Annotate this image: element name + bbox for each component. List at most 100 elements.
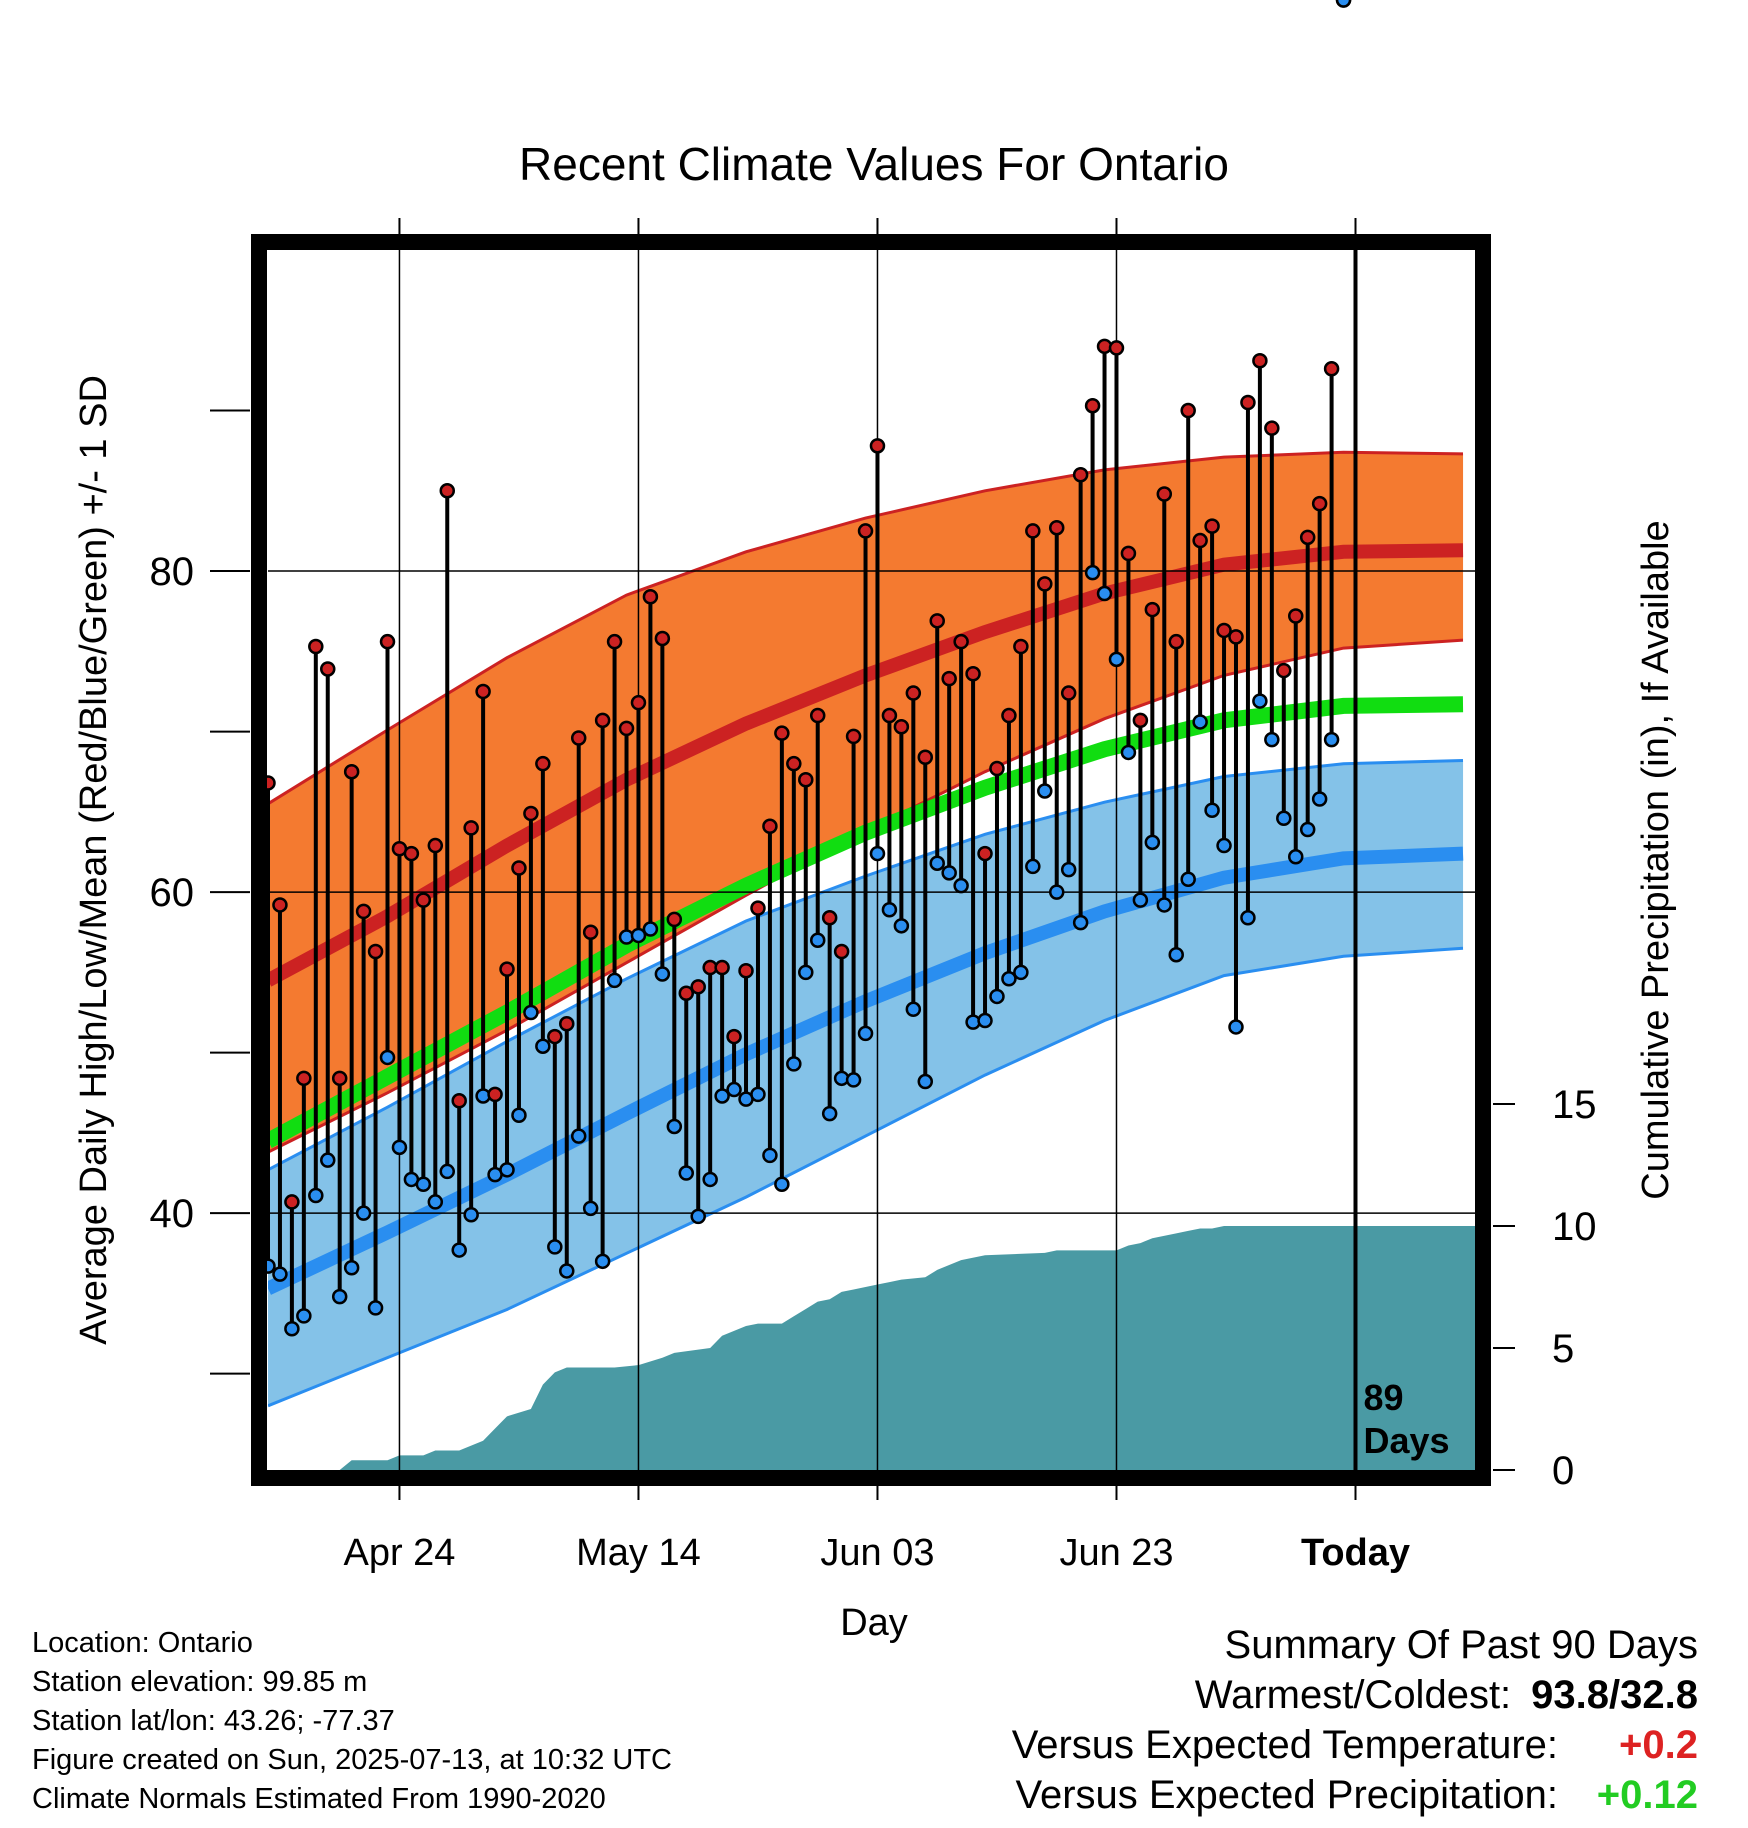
daily-low-point [379, 1049, 396, 1066]
daily-low-point [666, 1118, 683, 1135]
elevation-text: Station elevation: 99.85 m [32, 1666, 368, 1698]
daily-low-point [1132, 892, 1149, 908]
chart-title: Recent Climate Values For Ontario [519, 138, 1229, 190]
daily-high-point [881, 707, 898, 724]
plot-area: Apr 24 May 14 Jun 03 Jun 23 Today 40 60 80 0 5 10 1… [150, 0, 1597, 1574]
daily-high-point [355, 903, 372, 920]
daily-high-point [1240, 394, 1256, 411]
daily-high-point [1264, 420, 1280, 436]
daily-low-point [1287, 849, 1304, 865]
daily-low-point [1168, 946, 1184, 963]
today-count-label: 89 [1363, 1377, 1403, 1418]
daily-low-point [690, 1208, 706, 1225]
y-tick-label: 80 [150, 550, 195, 594]
daily-low-point [905, 1001, 922, 1018]
daily-high-point [857, 523, 874, 539]
daily-high-point [475, 683, 491, 700]
daily-high-point [1108, 340, 1125, 356]
daily-low-point [714, 1088, 730, 1104]
daily-high-point [821, 910, 838, 926]
x-tick-label: May 14 [576, 1532, 701, 1574]
daily-low-point [427, 1194, 444, 1210]
daily-low-point [929, 855, 945, 871]
daily-high-point [1216, 622, 1232, 639]
daily-low-point [535, 1038, 551, 1054]
daily-high-point [965, 666, 981, 682]
daily-low-point [1204, 802, 1220, 818]
daily-low-point [1096, 585, 1113, 602]
daily-low-point [1120, 744, 1137, 761]
daily-high-point [833, 943, 850, 960]
daily-low-point [547, 1239, 563, 1255]
daily-high-point [750, 900, 766, 916]
daily-high-point [1025, 523, 1041, 539]
daily-high-point [893, 719, 910, 735]
daily-high-point [1132, 712, 1149, 729]
location-text: Location: Ontario [32, 1627, 253, 1659]
daily-low-point [523, 1004, 539, 1021]
daily-low-point [893, 918, 910, 934]
daily-low-point [415, 1176, 432, 1193]
daily-high-point [941, 670, 957, 687]
daily-low-point [511, 1107, 527, 1123]
daily-low-point [606, 972, 623, 989]
daily-high-point [678, 985, 695, 1001]
daily-low-point [1037, 783, 1053, 799]
warmest-coldest-row: Warmest/Coldest: 93.8/32.8 [1012, 1670, 1698, 1720]
daily-low-point [1084, 564, 1101, 581]
daily-high-point [714, 959, 730, 976]
daily-high-point [726, 1028, 742, 1045]
daily-low-point [1156, 897, 1173, 913]
daily-high-point [917, 749, 934, 766]
y2-tick-label: 10 [1552, 1205, 1597, 1249]
daily-low-point [1025, 858, 1041, 875]
daily-high-point [308, 638, 324, 655]
daily-low-point [869, 845, 886, 862]
x-tick-label: Apr 24 [343, 1532, 455, 1574]
daily-low-point [1276, 810, 1292, 827]
daily-high-point [547, 1028, 563, 1045]
daily-high-point [1276, 662, 1292, 679]
daily-low-point [989, 988, 1005, 1005]
daily-high-point [403, 845, 420, 862]
daily-high-point [320, 661, 336, 677]
daily-low-point [343, 1259, 360, 1276]
daily-low-point [570, 1128, 587, 1144]
daily-low-point [845, 1072, 862, 1088]
daily-low-point [1060, 861, 1077, 878]
daily-low-point [1001, 971, 1017, 987]
daily-high-point [1252, 353, 1268, 369]
precip-anomaly-row: Versus Expected Precipitation: +0.12 [1012, 1770, 1698, 1820]
daily-high-point [690, 979, 706, 995]
daily-low-point [1335, 0, 1352, 8]
daily-low-point [1072, 914, 1089, 931]
daily-low-point [559, 1263, 575, 1279]
daily-high-point [1156, 486, 1173, 502]
daily-high-point [1228, 629, 1244, 645]
summary-heading: Summary Of Past 90 Days [1224, 1623, 1698, 1667]
daily-high-point [415, 892, 432, 908]
daily-high-point [1013, 638, 1029, 655]
today-days-label: Days [1363, 1420, 1449, 1461]
daily-high-point [439, 483, 456, 499]
daily-high-point [559, 1015, 575, 1032]
x-tick-label: Jun 03 [820, 1532, 934, 1574]
created-text: Figure created on Sun, 2025-07-13, at 10… [32, 1744, 672, 1776]
daily-low-point [953, 877, 969, 894]
daily-high-point [654, 630, 671, 647]
daily-high-point [511, 860, 527, 876]
daily-low-point [762, 1147, 778, 1164]
summary-block: Summary Of Past 90 Days Warmest/Coldest:… [1012, 1620, 1698, 1820]
daily-high-point [786, 755, 802, 772]
daily-high-point [1144, 601, 1161, 618]
daily-low-point [798, 964, 814, 981]
temp-anomaly-row: Versus Expected Temperature: +0.2 [1012, 1720, 1698, 1770]
y2-tick-label: 15 [1552, 1083, 1597, 1127]
daily-high-point [367, 943, 384, 960]
daily-low-point [917, 1073, 934, 1090]
daily-high-point [630, 694, 647, 711]
plot-frame [251, 234, 1491, 1486]
daily-high-point [762, 818, 778, 835]
daily-low-point [331, 1288, 348, 1305]
warmest-coldest-value: 93.8/32.8 [1531, 1673, 1698, 1717]
